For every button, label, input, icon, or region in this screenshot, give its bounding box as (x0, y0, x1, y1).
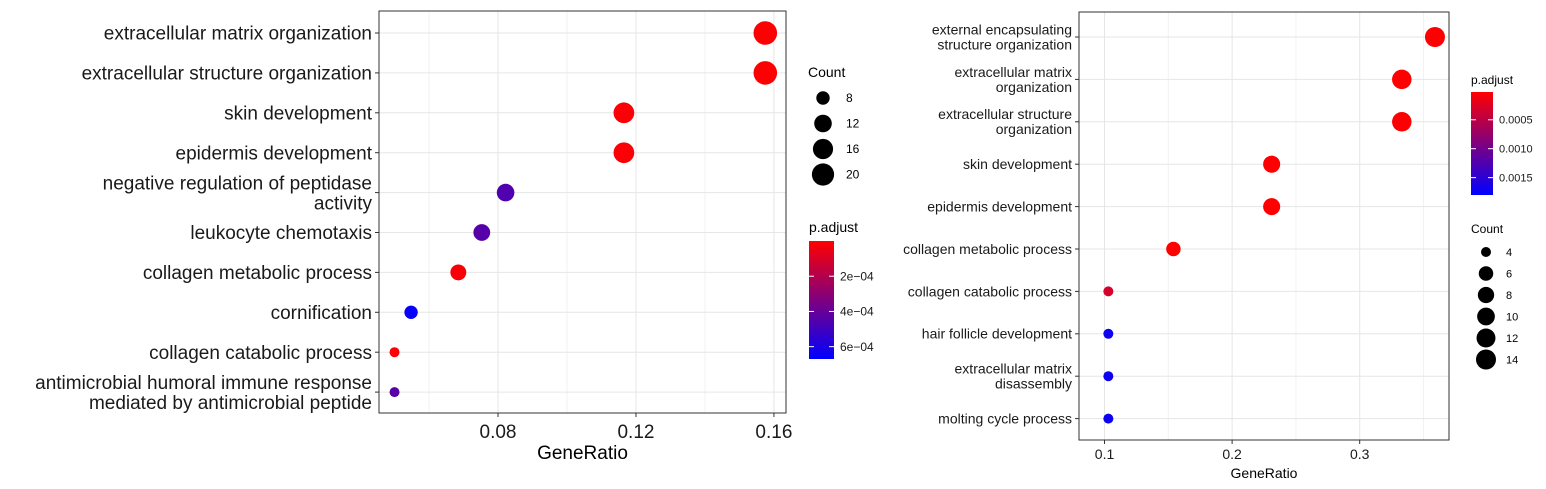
count-legend-key (1478, 266, 1494, 281)
data-point (1166, 241, 1181, 257)
panel-1: extracellular matrix organization extrace… (35, 10, 874, 464)
count-legend-title: Count (1471, 222, 1504, 236)
y-tick-label: extracellular structure (938, 106, 1072, 122)
plot-area (379, 11, 786, 413)
y-tick-label: negative regulation of peptidase (103, 173, 372, 194)
colorbar-tick-label: 0.0015 (1499, 172, 1533, 184)
data-point (450, 264, 467, 281)
data-point (473, 224, 491, 241)
x-tick-label: 0.16 (755, 422, 792, 443)
x-axis-title: GeneRatio (537, 443, 628, 464)
y-tick-label: activity (314, 193, 373, 214)
colorbar-title: p.adjust (1471, 73, 1514, 87)
colorbar-bar (809, 241, 834, 359)
data-point (1392, 112, 1412, 132)
colorbar-tick-label: 6e−04 (840, 340, 874, 354)
y-tick-label: extracellular matrix (955, 361, 1072, 377)
y-tick-label: collagen catabolic process (908, 283, 1072, 299)
count-legend-label: 20 (846, 168, 860, 182)
data-point (1103, 328, 1114, 339)
y-tick-label: organization (996, 121, 1072, 137)
count-legend-key (816, 91, 830, 105)
colorbar-bar (1471, 92, 1493, 195)
data-point (1263, 198, 1281, 216)
x-tick-label: 0.08 (480, 422, 517, 443)
y-tick-label: skin development (224, 103, 373, 124)
count-legend-label: 12 (846, 117, 860, 131)
count-legend-title: Count (808, 64, 845, 80)
data-point (1103, 413, 1114, 424)
plot-border (378, 10, 787, 414)
y-tick-label: organization (996, 79, 1072, 95)
y-tick-label: disassembly (995, 376, 1072, 392)
count-legend-label: 8 (846, 91, 853, 105)
y-tick-label: external encapsulating (932, 21, 1072, 37)
count-legend-label: 16 (846, 142, 860, 156)
x-tick-label: 0.12 (617, 422, 654, 443)
data-point (613, 102, 635, 124)
count-legend-key (1476, 328, 1496, 348)
y-tick-label: antimicrobial humoral immune response (35, 373, 372, 394)
data-point (389, 347, 400, 358)
y-tick-label: leukocyte chemotaxis (190, 223, 372, 244)
y-tick-label: structure organization (937, 36, 1072, 52)
count-legend-key (1477, 307, 1495, 326)
data-point (1263, 155, 1281, 173)
padjust-colorbar: p.adjust 2e−04 4e−04 6e−04 (809, 219, 874, 359)
count-legend-label: 14 (1506, 354, 1518, 366)
plot-border (1078, 11, 1450, 441)
data-point (1103, 286, 1114, 297)
count-legend-key (1477, 286, 1495, 304)
y-tick-label: hair follicle development (922, 326, 1072, 342)
count-legend-key (811, 163, 835, 186)
y-tick-label: epidermis development (927, 199, 1072, 215)
count-legend-label: 10 (1506, 311, 1518, 323)
y-tick-label: collagen metabolic process (903, 241, 1072, 257)
x-tick-label: 0.3 (1350, 446, 1370, 462)
count-legend-label: 6 (1506, 268, 1512, 280)
data-point (1424, 27, 1445, 47)
colorbar-tick-label: 0.0005 (1499, 115, 1533, 127)
y-tick-label: collagen metabolic process (143, 263, 372, 284)
colorbar-tick-label: 0.0010 (1499, 144, 1533, 156)
count-legend-key (1476, 349, 1496, 370)
colorbar-tick-label: 2e−04 (840, 269, 874, 283)
data-point (613, 142, 635, 164)
data-point (753, 61, 778, 85)
data-point (1392, 69, 1412, 90)
data-point (753, 21, 778, 45)
y-tick-label: extracellular structure organization (82, 64, 372, 85)
y-tick-label: cornification (271, 303, 372, 324)
colorbar-tick-label: 4e−04 (840, 305, 874, 319)
y-tick-label: extracellular matrix (955, 64, 1072, 80)
data-point (389, 387, 400, 398)
padjust-colorbar: p.adjust 0.0005 0.0010 0.0015 (1471, 73, 1533, 195)
y-tick-label: epidermis development (176, 143, 373, 164)
y-tick-label: molting cycle process (938, 411, 1072, 427)
x-axis-title: GeneRatio (1231, 465, 1298, 481)
data-point (404, 305, 418, 319)
count-legend-key (812, 138, 834, 160)
y-tick-label: skin development (963, 156, 1072, 172)
y-tick-label: collagen catabolic process (149, 343, 372, 364)
data-point (1103, 371, 1114, 382)
count-legend-label: 4 (1506, 247, 1512, 259)
y-tick-label: extracellular matrix organization (104, 24, 372, 45)
count-legend-label: 12 (1506, 333, 1518, 345)
count-legend-label: 8 (1506, 290, 1512, 302)
plot-area (1079, 12, 1449, 440)
count-legend-key (814, 114, 832, 133)
data-point (496, 183, 515, 202)
count-legend-key (1481, 247, 1491, 257)
colorbar-title: p.adjust (809, 219, 858, 235)
x-tick-label: 0.1 (1095, 446, 1115, 462)
x-tick-label: 0.2 (1222, 446, 1242, 462)
y-tick-label: mediated by antimicrobial peptide (89, 393, 372, 414)
